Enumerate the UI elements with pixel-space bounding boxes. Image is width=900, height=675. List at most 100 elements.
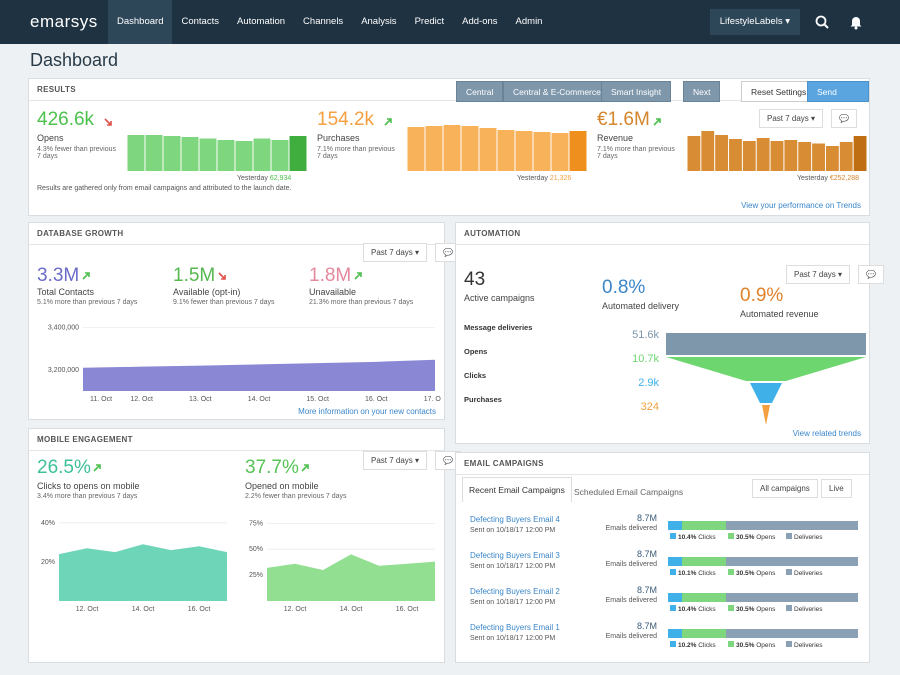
x-tick-label: 11. Oct — [90, 396, 112, 403]
bar — [127, 135, 145, 171]
bar — [145, 135, 163, 171]
campaign-name[interactable]: Defecting Buyers Email 3 — [470, 551, 560, 560]
top-nav: emarsys Dashboard Contacts Automation Chann… — [0, 0, 900, 44]
comment-button[interactable]: 💬 — [858, 265, 884, 284]
range-select[interactable]: Past 7 days ▾ — [363, 451, 428, 470]
range-select[interactable]: Past 7 days ▾ — [759, 109, 824, 128]
legend-label: Clicks — [698, 570, 716, 577]
metric-note: 9.1% fewer than previous 7 days — [173, 299, 275, 306]
legend-value: 30.5% — [736, 534, 755, 541]
legend-label: Clicks — [698, 606, 716, 613]
metric-note: 4.3% fewer than previous 7 days — [37, 146, 116, 160]
funnel-label: Message deliveries — [464, 323, 533, 332]
range-text[interactable]: Past 7 days — [371, 456, 413, 465]
live-button[interactable]: Live — [821, 479, 852, 498]
yesterday: Yesterday 21,326 — [517, 175, 571, 182]
y-tick-label: 75% — [249, 520, 263, 527]
range-text[interactable]: Past 7 days — [767, 114, 809, 123]
y-tick-label: 3,400,000 — [48, 325, 79, 332]
bar — [569, 131, 587, 171]
bar — [217, 140, 235, 171]
legend-swatch — [786, 641, 792, 647]
filter-select[interactable]: All campaigns — [752, 479, 818, 498]
trend-arrow — [82, 272, 90, 280]
trend-arrow — [93, 464, 101, 472]
bar — [163, 136, 181, 171]
toolbar-button[interactable]: Next — [683, 81, 721, 102]
metric-value: 1.8M — [309, 265, 352, 286]
metric-label: Total Contacts — [37, 287, 95, 297]
funnel-value: 324 — [640, 401, 659, 413]
trend-arrow — [104, 118, 112, 126]
sparkline-bars — [407, 125, 587, 171]
campaign-name[interactable]: Defecting Buyers Email 1 — [470, 623, 560, 632]
toolbar-button[interactable]: Central & E-Commerce — [503, 81, 611, 102]
opens-segment — [682, 521, 726, 530]
nav-item[interactable]: Automation — [236, 16, 286, 27]
footnote: Results are gathered only from email cam… — [37, 185, 292, 192]
legend-label: Deliveries — [794, 606, 823, 613]
bar — [461, 126, 479, 171]
nav-item[interactable]: Channels — [303, 16, 344, 27]
metric-label: Clicks to opens on mobile — [37, 481, 140, 491]
campaign-name[interactable]: Defecting Buyers Email 2 — [470, 587, 560, 596]
tab[interactable]: Recent Email Campaigns — [462, 477, 572, 502]
range-select[interactable]: Past 7 days ▾ — [363, 243, 428, 262]
nav-item[interactable]: Analysis — [361, 16, 397, 27]
metric-note: 2.2% fewer than previous 7 days — [245, 493, 347, 500]
toolbar-button[interactable]: Smart Insight — [601, 81, 672, 102]
range-text[interactable]: Past 7 days — [371, 248, 413, 257]
yesterday-value: 62,934 — [269, 175, 292, 182]
opens-segment — [682, 557, 726, 566]
panel: EMAIL CAMPAIGNS Recent Email Campaigns Sch… — [455, 452, 870, 663]
panel: AUTOMATION Past 7 days ▾ 💬 43 Active campaig… — [455, 222, 884, 444]
opens-segment — [682, 629, 726, 638]
nav-item[interactable]: Dashboard — [108, 0, 173, 44]
bar — [687, 136, 701, 171]
metric-value: 1.5M — [173, 265, 216, 286]
nav-item[interactable]: Predict — [414, 16, 445, 27]
nav-item[interactable]: Contacts — [181, 16, 219, 27]
account-menu[interactable]: LifestyleLabels ▾ — [709, 9, 800, 35]
delivered-label: Emails delivered — [605, 633, 657, 640]
yesterday-value: €252,288 — [829, 175, 860, 182]
bar — [425, 126, 443, 171]
funnel-value: 2.9k — [638, 377, 659, 389]
y-tick-label: 20% — [41, 559, 55, 566]
notification-icon[interactable] — [848, 14, 864, 30]
nav-item[interactable]: Admin — [515, 16, 543, 27]
brand[interactable]: emarsys — [30, 12, 98, 31]
delivered-value: 8.7M — [636, 621, 657, 631]
stat-value: 0.8% — [602, 277, 646, 298]
account-name[interactable]: LifestyleLabels — [719, 16, 783, 27]
metric-note: 21.3% more than previous 7 days — [309, 299, 414, 306]
legend-label: Opens — [756, 570, 776, 577]
search-icon[interactable] — [814, 14, 830, 30]
campaign-sent: Sent on 10/18/17 12:00 PM — [470, 563, 556, 570]
panel-title: EMAIL CAMPAIGNS — [456, 453, 869, 475]
toolbar-button[interactable]: Send Feedback — [807, 81, 869, 118]
funnel-label: Opens — [464, 347, 488, 356]
trends-link[interactable]: View your performance on Trends — [741, 201, 861, 210]
comment-button[interactable]: 💬 — [831, 109, 857, 128]
toolbar-button[interactable]: Reset Settings — [741, 81, 817, 102]
contacts-link[interactable]: More information on your new contacts — [298, 407, 436, 416]
delivered-label: Emails delivered — [605, 597, 657, 604]
trends-link[interactable]: View related trends — [792, 429, 861, 438]
delivered-value: 8.7M — [636, 549, 657, 559]
tab[interactable]: Scheduled Email Campaigns — [574, 487, 684, 497]
comment-button[interactable]: 💬 — [435, 451, 461, 470]
range-text[interactable]: Past 7 days — [794, 270, 836, 279]
nav-item[interactable]: Add-ons — [462, 16, 498, 27]
toolbar-button[interactable]: Central — [456, 81, 504, 102]
metric-note: 5.1% more than previous 7 days — [37, 299, 138, 306]
campaign-name[interactable]: Defecting Buyers Email 4 — [470, 515, 560, 524]
legend-value: 30.5% — [736, 642, 755, 649]
range-select[interactable]: Past 7 days ▾ — [786, 265, 851, 284]
funnel-value: 51.6k — [632, 329, 659, 341]
legend-value: 30.5% — [736, 570, 755, 577]
stat-label: Automated revenue — [740, 309, 819, 319]
bar — [784, 140, 798, 171]
bar — [443, 125, 461, 171]
